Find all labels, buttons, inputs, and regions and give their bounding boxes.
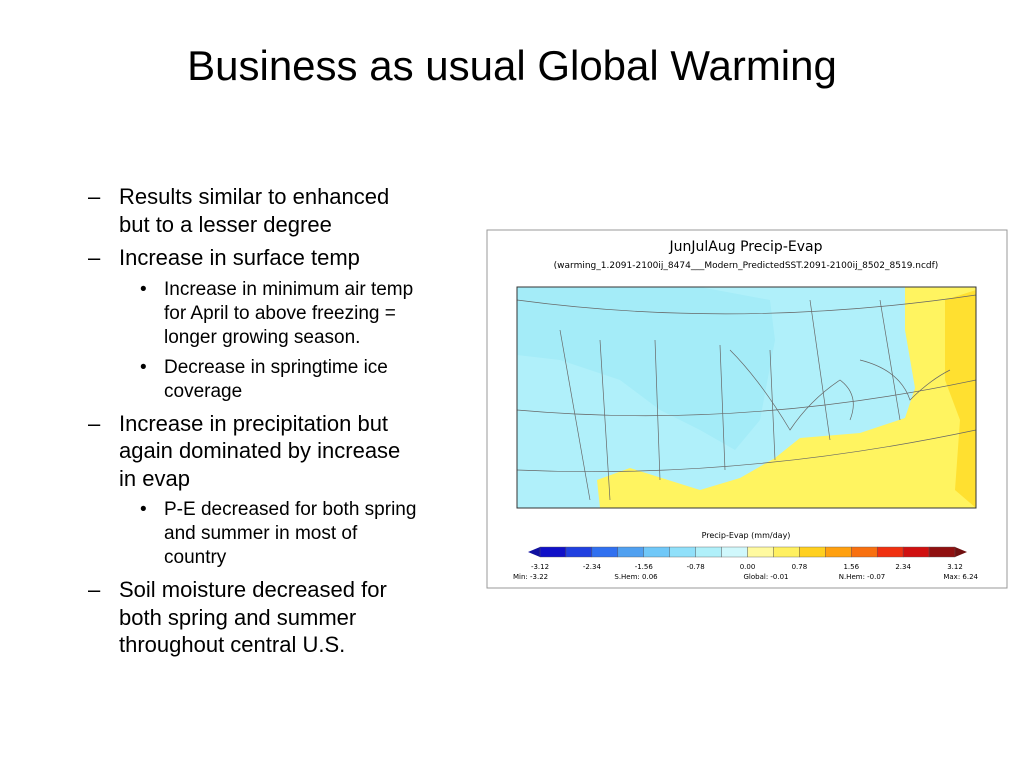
bullet-text: Soil moisture decreased for — [119, 577, 387, 602]
colorbar-segment — [876, 546, 904, 558]
colorbar-segment — [799, 546, 826, 558]
bullet-text: Increase in minimum air temp — [164, 278, 414, 300]
bullet-marker: • — [140, 278, 147, 300]
stat-label: N.Hem: -0.07 — [839, 573, 886, 581]
colorbar-tick-label: 3.12 — [947, 563, 963, 571]
bullet-text: again dominated by increase — [119, 438, 401, 463]
colorbar-tick-label: 1.56 — [843, 563, 859, 571]
figure-title: JunJulAug Precip-Evap — [669, 239, 823, 255]
bullet-marker: – — [88, 410, 101, 436]
colorbar-tick-label: -0.78 — [687, 563, 705, 571]
colorbar-tick-label: -2.34 — [583, 563, 602, 571]
colorbar-tick-label: 0.78 — [792, 563, 808, 571]
colorbar-segment — [928, 546, 956, 558]
colorbar-segment — [617, 546, 644, 558]
stat-label: Max: 6.24 — [943, 573, 978, 581]
bullet-text: but to a lesser degree — [119, 211, 332, 237]
bullet-marker: • — [140, 356, 147, 378]
bullet-text: coverage — [164, 380, 243, 402]
colorbar-tick-label: 0.00 — [740, 563, 756, 571]
slide-title: Business as usual Global Warming — [187, 42, 837, 89]
bullet-text: for April to above freezing = — [164, 302, 396, 324]
figure-subtitle: (warming_1.2091-2100ij_8474___Modern_Pre… — [554, 261, 939, 271]
bullet-text: Increase in precipitation but — [119, 410, 389, 436]
bullet-text: P-E decreased for both spring — [164, 499, 417, 520]
colorbar-segment — [591, 546, 619, 558]
colorbar-segment — [747, 546, 774, 558]
stat-label: Min: -3.22 — [513, 573, 548, 581]
colorbar-segment — [825, 546, 852, 558]
bullet-text: longer growing season. — [164, 326, 361, 348]
bullet-text: Increase in surface temp — [119, 245, 360, 270]
bullet-marker: – — [88, 245, 101, 270]
colorbar-segment — [539, 546, 567, 558]
colorbar-segment — [565, 546, 593, 558]
bullet-marker: – — [88, 577, 101, 602]
colorbar-segment — [643, 546, 670, 558]
bullet-text: both spring and summer — [119, 604, 357, 630]
bullet-text: country — [164, 547, 227, 568]
colorbar-segment — [695, 546, 722, 558]
stat-label: S.Hem: 0.06 — [614, 573, 658, 581]
colorbar-segment — [902, 546, 930, 558]
colorbar — [528, 546, 967, 558]
bullet-text: Results similar to enhanced — [119, 184, 390, 209]
bullet-text: Decrease in springtime ice — [164, 356, 388, 378]
colorbar-tick-label: -3.12 — [531, 563, 549, 571]
bullet-marker: • — [140, 499, 147, 520]
bullet-marker: – — [88, 184, 101, 209]
colorbar-segment — [721, 546, 748, 558]
colorbar-tick-label: 2.34 — [895, 563, 911, 571]
bullet-text: and summer in most of — [164, 523, 358, 544]
colorbar-segment — [851, 546, 878, 558]
bullet-text: in evap — [119, 465, 190, 491]
bullet-text: throughout central U.S. — [119, 632, 346, 657]
map — [516, 286, 977, 509]
colorbar-tick-label: -1.56 — [635, 563, 654, 571]
stat-label: Global: -0.01 — [743, 573, 788, 581]
colorbar-label: Precip-Evap (mm/day) — [702, 531, 791, 540]
colorbar-segment — [669, 546, 696, 558]
colorbar-segment — [773, 546, 800, 558]
